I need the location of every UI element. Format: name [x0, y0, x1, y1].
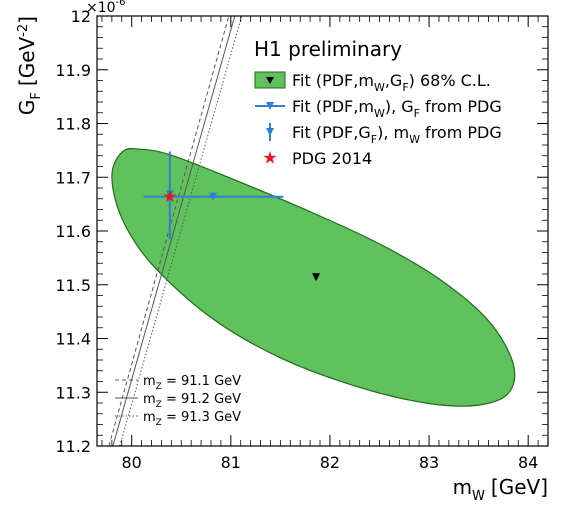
legend-label-0: Fit (PDF,mW,GF) 68% C.L.	[292, 71, 491, 94]
legend: H1 preliminary Fit (PDF,mW,GF) 68% C.L. F…	[254, 37, 502, 168]
y-tick-label: 11.4	[55, 330, 91, 349]
legend-key-fit-gf-marker	[266, 128, 274, 136]
legend-title: H1 preliminary	[254, 37, 402, 61]
mz-line-dotted	[119, 16, 243, 446]
mz-line-solid	[112, 16, 236, 446]
y-tick-label: 11.8	[55, 115, 91, 134]
legend-key-ellipse-marker	[266, 77, 274, 84]
mz-legend-label: mZ = 91.2 GeV	[143, 392, 241, 410]
fit-mw-marker	[208, 192, 217, 201]
legend-key-pdg	[263, 151, 277, 164]
x-axis-label: mW [GeV]	[453, 475, 548, 504]
mz-line-dashed	[108, 16, 230, 446]
axis-ticks: 80 81 82 83 84 11.2 11.3 11.4 11.5 11.6 11.7 11.8 11…	[55, 7, 549, 472]
mz-legend-label: mZ = 91.3 GeV	[143, 410, 241, 428]
y-axis-label: GF[GeV-2]	[15, 16, 44, 115]
pdg-star-marker	[163, 189, 177, 203]
legend-key-fit-mw-marker	[266, 102, 274, 110]
legend-label-3: PDG 2014	[292, 149, 372, 168]
fit-center-marker	[312, 273, 321, 282]
x-tick-label: 81	[221, 453, 241, 472]
y-tick-label: 11.6	[55, 222, 91, 241]
y-tick-label: 12	[71, 7, 91, 26]
x-tick-label: 83	[419, 453, 439, 472]
x-tick-label: 80	[122, 453, 142, 472]
y-tick-label: 11.3	[55, 383, 91, 402]
legend-label-2: Fit (PDF,GF), mW from PDG	[292, 123, 502, 146]
y-tick-label: 11.7	[55, 168, 91, 187]
y-multiplier: ×10-6	[86, 0, 126, 16]
x-tick-label: 82	[320, 453, 340, 472]
legend-label-1: Fit (PDF,mW), GF from PDG	[292, 97, 502, 120]
mz-legend-label: mZ = 91.1 GeV	[143, 374, 241, 392]
confidence-ellipse	[111, 147, 516, 407]
x-tick-label: 84	[518, 453, 538, 472]
y-tick-label: 11.9	[55, 61, 91, 80]
y-tick-label: 11.5	[55, 276, 91, 295]
y-tick-label: 11.2	[55, 437, 91, 456]
